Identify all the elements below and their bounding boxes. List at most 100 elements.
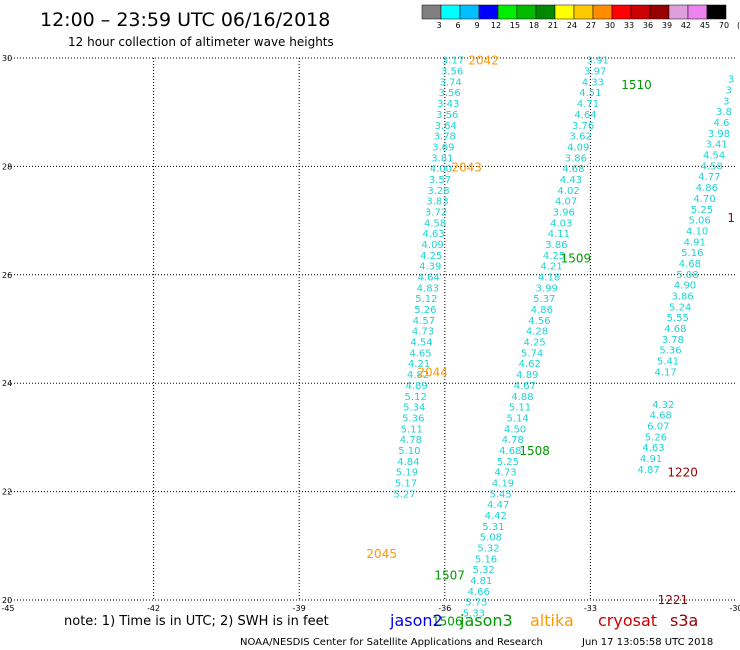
swh-value-label: 3.99 <box>536 283 558 294</box>
swh-value-label: 3.56 <box>439 88 461 99</box>
colorbar-swatch <box>668 4 689 20</box>
swh-value-label: 4.89 <box>516 370 538 381</box>
colorbar-label: 30 <box>605 21 615 30</box>
swh-value-label: 3.78 <box>434 132 456 143</box>
y-tick-label: 28 <box>2 162 12 171</box>
cycle-label: 2044 <box>417 365 448 379</box>
swh-value-label: 4.70 <box>693 194 715 205</box>
x-tick-label: -30 <box>729 604 740 613</box>
swh-value-label: 5.08 <box>480 533 502 544</box>
swh-value-label: 3.57 <box>429 175 451 186</box>
colorbar-label: 45 <box>700 21 710 30</box>
swh-value-label: 4.86 <box>531 305 553 316</box>
swh-value-label: 4.32 <box>652 400 674 411</box>
chart-subtitle: 12 hour collection of altimeter wave hei… <box>68 35 334 49</box>
cycle-label: 1508 <box>519 444 550 458</box>
swh-value-label: 4.88 <box>511 392 533 403</box>
swh-value-label: 4.63 <box>642 443 664 454</box>
swh-value-label: 5.12 <box>405 392 427 403</box>
swh-value-label: 3 <box>723 96 729 107</box>
swh-value-label: 4.43 <box>560 175 582 186</box>
swh-value-label: 5.24 <box>669 302 691 313</box>
colorbar-swatch <box>706 4 727 20</box>
swh-value-label: 3.28 <box>427 186 449 197</box>
cycle-label: 1507 <box>434 569 465 583</box>
swh-value-label: 5.32 <box>477 544 499 555</box>
swh-value-label: 3.56 <box>436 110 458 121</box>
colorbar-label: 6 <box>455 21 460 30</box>
swh-value-label: 5.08 <box>676 270 698 281</box>
swh-value-label: 4.65 <box>409 348 431 359</box>
y-tick-label: 24 <box>2 379 12 388</box>
cycle-label: 2043 <box>451 160 482 174</box>
satellite-legend-jason2: jason2 <box>389 611 443 630</box>
swh-value-label: 4.68 <box>562 164 584 175</box>
swh-value-label: 4.33 <box>582 77 604 88</box>
swh-value-label: 4.83 <box>417 283 439 294</box>
x-tick-label: -39 <box>293 604 306 613</box>
swh-value-label: 4.81 <box>470 576 492 587</box>
swh-value-label: 3.17 <box>442 56 464 67</box>
satellite-legend-jason3: jason3 <box>459 611 513 630</box>
cycle-label: 1506 <box>432 615 463 629</box>
swh-value-label: 4.02 <box>557 186 579 197</box>
swh-value-label: 4.6 <box>713 118 729 129</box>
swh-value-label: 4.50 <box>504 424 526 435</box>
swh-value-label: 5.10 <box>398 446 420 457</box>
swh-value-label: 5.16 <box>681 248 703 259</box>
swh-value-label: 4.03 <box>550 218 572 229</box>
colorbar-swatch <box>478 4 499 20</box>
swh-value-label: 4.07 <box>555 197 577 208</box>
plot-grid <box>8 57 736 601</box>
swh-value-label: 4.19 <box>492 478 514 489</box>
swh-value-label: 4.28 <box>526 327 548 338</box>
swh-value-label: 4.54 <box>410 338 432 349</box>
swh-value-label: 4.66 <box>468 587 490 598</box>
swh-value-label: 5.33 <box>463 609 485 620</box>
swh-value-label: 4.42 <box>485 511 507 522</box>
swh-value-label: 4.91 <box>640 454 662 465</box>
cycle-label: 1509 <box>561 252 592 266</box>
x-axis-ticks: -45 -42 -39 -36 -33 -30 <box>1 604 740 613</box>
swh-value-label: 5.11 <box>509 403 531 414</box>
swh-value-label: 4.73 <box>494 468 516 479</box>
x-tick-label: -45 <box>1 604 14 613</box>
swh-value-label: 4.82 <box>407 370 429 381</box>
swh-value-label: 3.41 <box>705 140 727 151</box>
satellite-legend-altika: altika <box>530 611 574 630</box>
swh-value-label: 4.58 <box>701 161 723 172</box>
swh-value-label: 3.81 <box>431 153 453 164</box>
cycle-label: 1220 <box>667 466 698 480</box>
swh-value-label: 4.68 <box>650 411 672 422</box>
cycle-label: 1 <box>727 211 735 225</box>
cycle-label: 1510 <box>621 78 652 92</box>
swh-value-label: 5.27 <box>393 489 415 500</box>
swh-value-label: 6.07 <box>647 422 669 433</box>
swh-value-label: 4.90 <box>674 281 696 292</box>
swh-value-label: 5.32 <box>472 565 494 576</box>
swh-value-label: 4.68 <box>499 446 521 457</box>
swh-value-label: 4.77 <box>698 172 720 183</box>
colorbar-swatch <box>592 4 613 20</box>
swh-value-label: 5.11 <box>401 424 423 435</box>
satellite-legend-s3a: s3a <box>670 611 698 630</box>
swh-value-label: 5.55 <box>667 313 689 324</box>
cycle-labels: 2042 2043 2044 2045 1510 1509 1508 1507 1506 1220… <box>366 54 735 629</box>
swh-value-label: 5.14 <box>506 413 528 424</box>
satellite-legend-cryosat: cryosat <box>598 611 657 630</box>
swh-value-label: 5.16 <box>475 554 497 565</box>
y-tick-label: 30 <box>2 54 12 63</box>
swh-value-label: 4.64 <box>574 110 596 121</box>
swh-value-label: 4.54 <box>703 151 725 162</box>
swh-value-label: 4.00 <box>430 164 452 175</box>
swh-value-label: 5.36 <box>402 413 424 424</box>
colorbar-label: 70 <box>719 21 729 30</box>
swh-value-label: 5.37 <box>533 294 555 305</box>
swh-value-label: 4.73 <box>412 327 434 338</box>
swh-value-label: 4.09 <box>567 142 589 153</box>
swh-value-label: 5.12 <box>415 294 437 305</box>
colorbar-label: 12 <box>491 21 501 30</box>
colorbar-label: 15 <box>510 21 520 30</box>
colorbar-label: (ft) <box>737 21 740 30</box>
swh-value-label: 5.31 <box>482 522 504 533</box>
